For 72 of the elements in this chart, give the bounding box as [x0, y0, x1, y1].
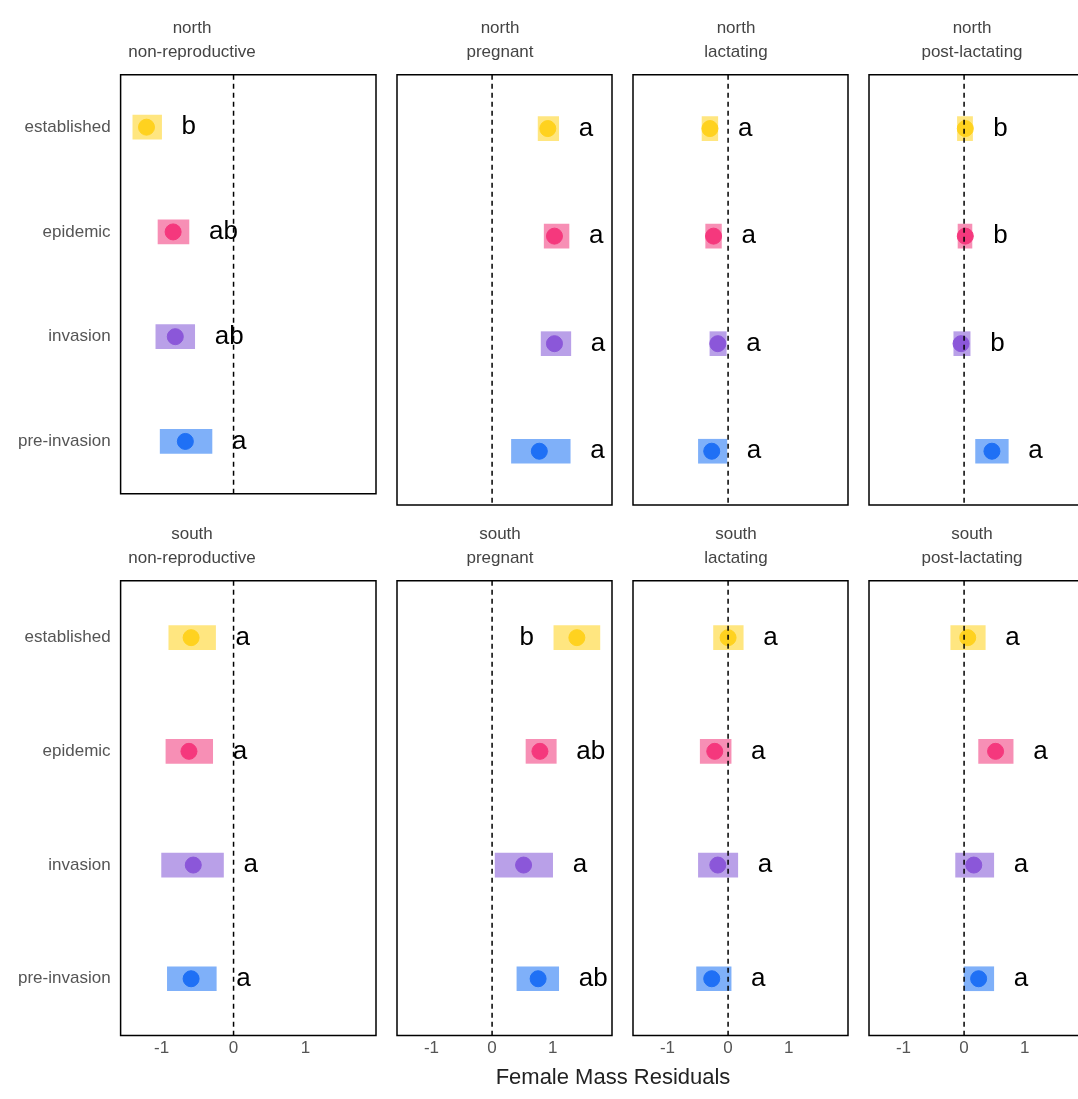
- annotation: ab: [576, 734, 606, 765]
- y-tick-label: epidemic: [42, 741, 112, 761]
- point: [709, 335, 727, 353]
- annotation: ab: [578, 961, 608, 992]
- annotation: b: [519, 620, 534, 651]
- x-tick-label: -1: [895, 1038, 912, 1058]
- chart-subtitle: pregnant: [466, 548, 534, 568]
- annotation: a: [590, 326, 606, 357]
- annotation: a: [235, 620, 251, 651]
- chart-title: north: [952, 17, 992, 37]
- annotation: a: [737, 111, 753, 142]
- x-tick-label: 0: [959, 1038, 969, 1058]
- x-tick-label: 0: [723, 1038, 733, 1058]
- annotation: ab: [208, 215, 238, 246]
- x-tick-label: 0: [487, 1038, 497, 1058]
- chart-title: south: [951, 523, 993, 543]
- point: [705, 227, 723, 245]
- annotation: a: [243, 848, 259, 879]
- annotation: a: [757, 848, 773, 879]
- annotation: a: [1028, 434, 1044, 465]
- chart-subtitle: post-lactating: [921, 548, 1023, 568]
- annotation: a: [232, 734, 248, 765]
- x-tick-label: -1: [154, 1038, 170, 1058]
- y-tick-label: established: [24, 116, 111, 136]
- chart-subtitle: non-reproductive: [128, 42, 256, 62]
- annotation: a: [231, 424, 247, 455]
- x-tick-label: -1: [423, 1038, 440, 1058]
- x-tick-label: -1: [659, 1038, 676, 1058]
- annotation: a: [590, 434, 606, 465]
- chart-subtitle: post-lactating: [921, 42, 1023, 62]
- y-tick-label: invasion: [48, 326, 111, 346]
- annotation: a: [1033, 734, 1049, 765]
- annotation: a: [751, 961, 767, 992]
- x-tick-label: 0: [228, 1038, 239, 1058]
- annotation: a: [572, 848, 588, 879]
- y-tick-label: invasion: [48, 854, 111, 874]
- annotation: a: [578, 111, 594, 142]
- annotation: a: [1013, 848, 1029, 879]
- annotation: a: [741, 219, 757, 250]
- x-tick-label: 1: [1019, 1038, 1030, 1058]
- annotation: b: [181, 110, 197, 141]
- chart-title: south: [479, 523, 521, 543]
- chart-title: north: [480, 17, 520, 37]
- chart-subtitle: non-reproductive: [128, 548, 256, 568]
- y-tick-label: pre-invasion: [17, 431, 111, 451]
- annotation: a: [236, 961, 252, 992]
- annotation: a: [589, 219, 604, 250]
- chart-title: south: [171, 523, 213, 543]
- chart-subtitle: lactating: [704, 42, 768, 62]
- annotation: b: [993, 219, 1008, 250]
- x-axis-title: Female Mass Residuals: [494, 1064, 732, 1090]
- y-tick-label: established: [24, 627, 111, 647]
- y-tick-label: pre-invasion: [17, 968, 111, 988]
- annotation: a: [751, 734, 767, 765]
- chart-subtitle: lactating: [704, 548, 768, 568]
- annotation: b: [993, 111, 1008, 142]
- annotation: a: [763, 620, 779, 651]
- point: [701, 120, 719, 138]
- annotation: a: [1005, 620, 1021, 651]
- x-tick-label: 1: [547, 1038, 558, 1058]
- chart-title: south: [715, 523, 757, 543]
- y-tick-label: epidemic: [42, 221, 112, 241]
- annotation: a: [746, 434, 762, 465]
- annotation: ab: [214, 319, 244, 350]
- x-tick-label: 1: [300, 1038, 311, 1058]
- chart-title: north: [716, 17, 756, 37]
- annotation: a: [746, 326, 762, 357]
- annotation: a: [1013, 961, 1029, 992]
- chart-subtitle: pregnant: [466, 42, 534, 62]
- x-tick-label: 1: [783, 1038, 794, 1058]
- chart-title: north: [172, 17, 212, 37]
- annotation: b: [990, 326, 1005, 357]
